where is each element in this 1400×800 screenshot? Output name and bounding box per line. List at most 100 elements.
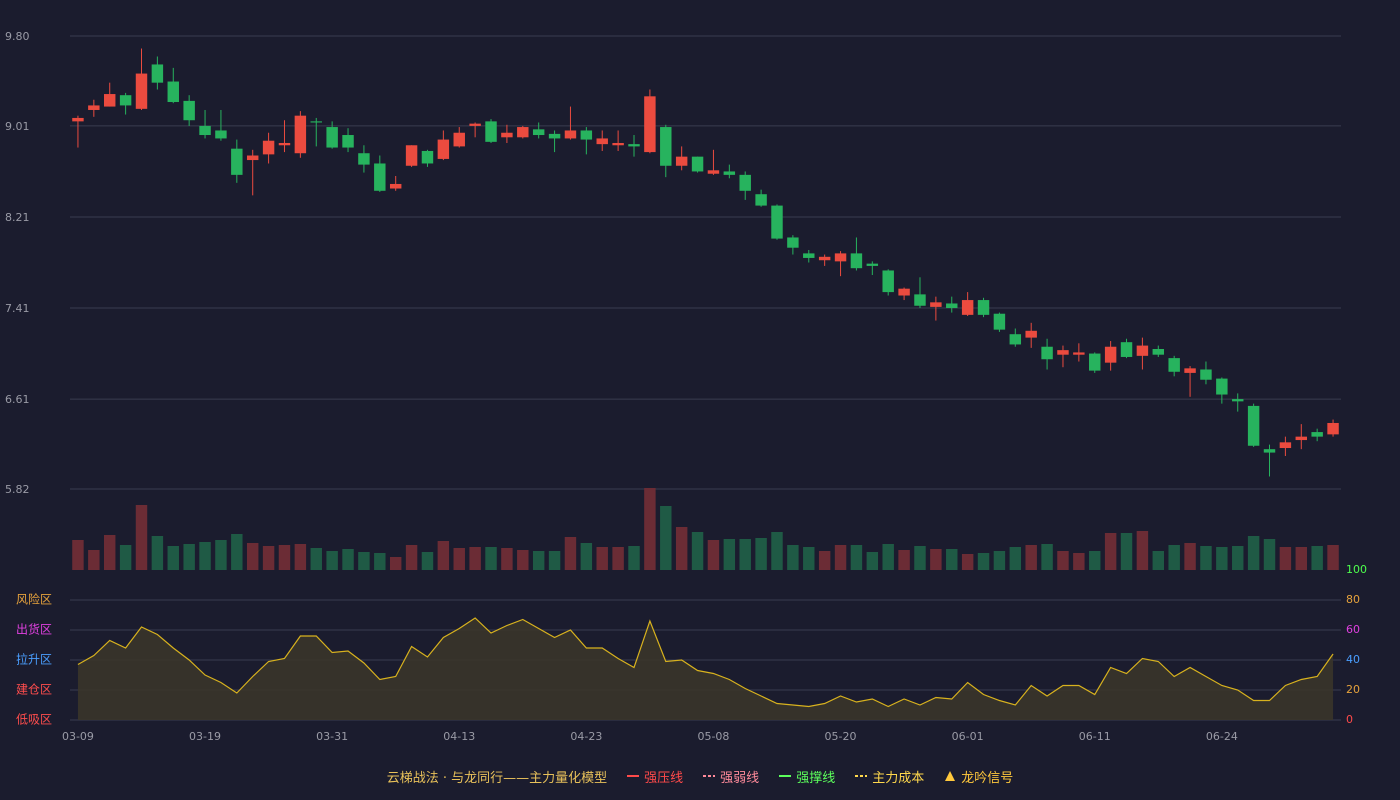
candle-body — [866, 263, 879, 266]
y2-tick-label: 0 — [1346, 713, 1353, 726]
volume-bar — [278, 545, 291, 570]
volume-bar — [199, 542, 211, 570]
volume-bar — [1104, 533, 1117, 570]
candle-body — [1168, 358, 1180, 372]
volume-bar — [485, 547, 497, 570]
candle-body — [628, 144, 640, 147]
volume-bar — [882, 544, 894, 570]
indicator-area — [77, 618, 1334, 720]
candle-body — [199, 125, 211, 136]
candle-body — [1057, 350, 1069, 355]
legend-symbol — [945, 771, 956, 781]
candle-body — [119, 95, 132, 106]
volume-bar — [294, 544, 307, 570]
volume-bar — [866, 552, 879, 570]
volume-bar — [453, 548, 465, 570]
candle-body — [946, 303, 958, 309]
y-tick-label: 6.61 — [5, 393, 30, 406]
candle-body — [787, 237, 799, 248]
volume-bar — [326, 551, 338, 570]
volume-bar — [1327, 545, 1339, 570]
volume-bar — [755, 538, 767, 570]
candle-body — [485, 121, 497, 142]
volume-bar — [1295, 547, 1308, 570]
volume-bar — [898, 550, 910, 570]
volume-bar — [119, 545, 132, 570]
candle-body — [961, 300, 974, 315]
candle-body — [818, 256, 831, 261]
volume-bar — [548, 551, 561, 570]
volume-bar — [993, 551, 1006, 570]
candle-body — [167, 81, 179, 103]
candle-body — [517, 127, 529, 138]
candle-body — [231, 148, 243, 175]
candle-body — [707, 170, 720, 174]
candle-body — [1041, 346, 1053, 360]
candle-body — [246, 155, 259, 161]
volume-bar — [946, 549, 958, 570]
volume-bar — [1168, 545, 1180, 570]
legend-label: 龙吟信号 — [961, 770, 1014, 786]
candle-body — [501, 132, 513, 138]
volume-bar — [1311, 546, 1323, 570]
candle-body — [215, 130, 227, 139]
candle-body — [1104, 346, 1117, 363]
indicator-line — [77, 617, 1334, 708]
candle-body — [1136, 345, 1149, 356]
candle-body — [1200, 369, 1212, 380]
volume-bar — [675, 527, 688, 570]
legend-item: 强压线 — [627, 767, 683, 786]
candle-body — [548, 133, 561, 139]
volume-bar — [1057, 551, 1069, 570]
legend-item: 强撑线 — [779, 767, 835, 786]
candle-body — [278, 142, 291, 146]
y2-tick-label: 40 — [1346, 653, 1360, 666]
volume-bar — [310, 548, 322, 570]
volume-bar — [914, 546, 926, 570]
candle-body — [88, 105, 100, 110]
legend-item: 强弱线 — [703, 767, 759, 786]
candle-body — [262, 140, 275, 155]
candle-body — [374, 163, 386, 191]
volume-bar — [1009, 547, 1022, 570]
candle-body — [660, 127, 672, 166]
volume-bar — [596, 547, 608, 570]
candle-body — [453, 132, 465, 147]
candle-body — [389, 183, 402, 189]
x-tick-label: 05-20 — [825, 730, 857, 743]
legend-marker — [627, 775, 640, 777]
zone-label: 拉升区 — [16, 652, 52, 667]
legend-item: 龙吟信号 — [944, 767, 1013, 786]
candle-body — [850, 253, 863, 269]
chart: 9.80 9.01 8.21 7.41 6.61 5.82 03-09 03-19 03-31 0… — [5, 30, 1367, 743]
volume-bar — [612, 547, 624, 570]
candle-body — [930, 302, 942, 307]
candle-body — [612, 142, 624, 146]
candle-body — [1009, 334, 1022, 345]
volume-bar — [72, 540, 84, 570]
volume-bar — [1025, 545, 1037, 570]
candle-body — [1120, 342, 1133, 357]
candle-body — [358, 153, 370, 165]
candle-body — [72, 117, 84, 122]
volume-bar — [787, 545, 799, 570]
candle-body — [1311, 432, 1323, 437]
volume-bar — [564, 537, 577, 570]
volume-bar — [644, 488, 656, 570]
candle-body — [977, 300, 990, 315]
volume-bar — [771, 532, 783, 570]
volume-bar — [215, 540, 227, 570]
zone-label: 出货区 — [16, 622, 52, 637]
volume-bar — [707, 540, 720, 570]
candle-body — [675, 156, 688, 166]
x-tick-label: 04-13 — [443, 730, 475, 743]
candle-body — [421, 150, 434, 164]
candle-body — [1216, 378, 1228, 395]
volume-bar — [1073, 553, 1085, 570]
volume-bar — [167, 546, 179, 570]
legend-title: 云梯战法 · 与龙同行——主力量化模型 — [386, 770, 608, 786]
y-tick-label: 9.01 — [5, 120, 30, 133]
volume-bar — [246, 543, 259, 570]
volume-bar — [1089, 551, 1101, 570]
y2-tick-label: 60 — [1346, 623, 1360, 636]
